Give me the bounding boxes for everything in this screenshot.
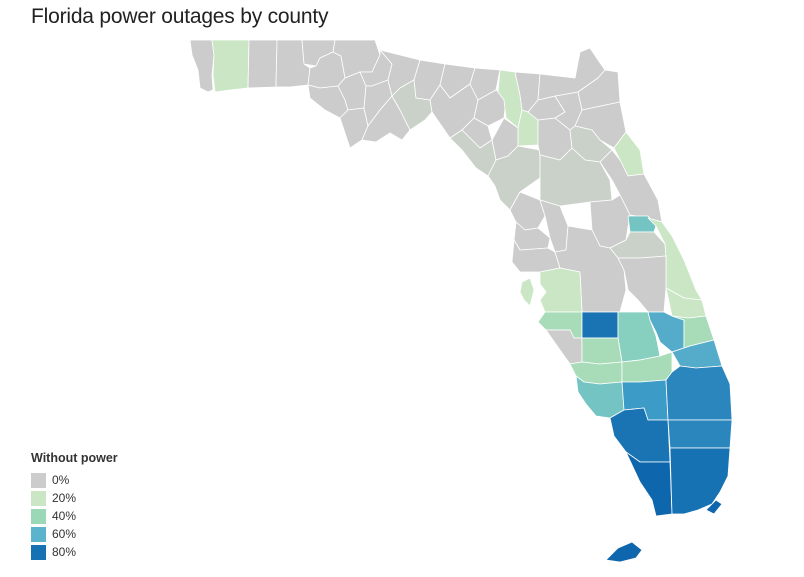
legend-label-80: 80%: [52, 545, 77, 559]
county-collier[interactable]: [609, 407, 671, 463]
legend-label-0: 0%: [52, 473, 70, 487]
county-broward[interactable]: [667, 419, 733, 449]
legend-item-0: 0%: [31, 471, 118, 489]
county-monroe-mainland[interactable]: [625, 451, 673, 517]
legend-item-40: 40%: [31, 507, 118, 525]
legend-label-40: 40%: [52, 509, 77, 523]
legend-swatch-0: [31, 472, 46, 488]
county-franklin[interactable]: [361, 95, 411, 143]
county-hillsborough[interactable]: [539, 267, 583, 313]
legend-swatch-40: [31, 508, 46, 524]
county-escambia[interactable]: [189, 39, 215, 93]
legend-label-20: 20%: [52, 491, 77, 505]
county-pinellas[interactable]: [519, 277, 535, 307]
legend-swatch-20: [31, 490, 46, 506]
county-desoto[interactable]: [581, 337, 623, 365]
county-hardee[interactable]: [581, 311, 619, 339]
legend-swatch-60: [31, 526, 46, 542]
county-okaloosa[interactable]: [247, 39, 278, 89]
florida-keys-upper[interactable]: [705, 499, 723, 515]
legend-item-60: 60%: [31, 525, 118, 543]
legend-title: Without power: [31, 451, 118, 465]
legend-item-80: 80%: [31, 543, 118, 561]
legend-item-20: 20%: [31, 489, 118, 507]
legend-label-60: 60%: [52, 527, 77, 541]
county-miami-dade[interactable]: [669, 447, 731, 515]
county-marion[interactable]: [539, 147, 613, 207]
county-seminole[interactable]: [627, 215, 657, 233]
legend: Without power 0% 20% 40% 60% 80%: [31, 451, 118, 561]
legend-swatch-80: [31, 544, 46, 560]
map-title: Florida power outages by county: [31, 5, 329, 28]
county-santa-rosa[interactable]: [211, 39, 250, 93]
county-volusia[interactable]: [599, 149, 663, 223]
county-palm-beach[interactable]: [665, 365, 733, 421]
florida-keys-lower[interactable]: [605, 541, 643, 563]
county-gulf[interactable]: [339, 107, 369, 149]
